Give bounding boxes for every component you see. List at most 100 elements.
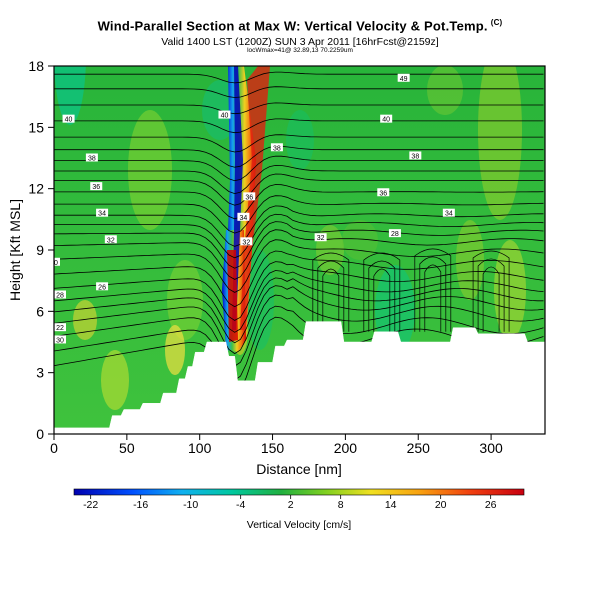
isotherm-label-box [54,335,66,344]
isotherm-line [54,71,544,84]
isotherm-label-box [388,229,401,238]
x-tick-label: 100 [188,440,212,456]
isotherm-label-text: 34 [240,215,248,222]
isotherm-label: 30 [54,257,60,267]
colorbar-tick-label: 20 [435,499,447,511]
isotherm-label-box [62,114,75,123]
velocity-patch [167,260,203,340]
isotherm-line [54,184,544,220]
isotherm-line [54,250,544,308]
isotherm-line [54,221,544,269]
isotherm-label-box [54,323,66,332]
colorbar-tick-label: 8 [338,499,344,511]
isotherm-label: 28 [54,290,66,299]
velocity-patch [101,350,129,410]
isotherm-label-text: 22 [56,325,64,332]
isotherm-label: 36 [90,182,103,191]
colorbar-label: Vertical Velocity [cm/s] [247,519,352,531]
isotherm-label: 40 [218,110,231,120]
wave-lower-updraft [227,250,238,342]
velocity-patch [456,220,484,300]
y-tick-label: 6 [36,303,44,319]
isotherm-line [54,164,544,195]
chart-title: Wind-Parallel Section at Max W: Vertical… [0,18,600,33]
isotherm-line [54,305,544,381]
velocity-patch [246,250,274,350]
isotherm-line [54,277,544,344]
isotherm-line [54,134,544,153]
isotherm-label: 34 [237,212,250,222]
colorbar-ticks: -22 -16 -10 -4 2 8 14 20 26 [83,495,497,511]
isotherm-cell [424,264,442,332]
velocity-patch [165,325,185,375]
isotherm-label: 32 [104,235,117,244]
velocity-patches [54,66,526,410]
isotherm-label-box [409,151,422,160]
x-tick-label: 150 [261,440,285,456]
isotherm-label-text: 38 [411,153,419,160]
isotherm-label-text: 26 [98,284,106,291]
isotherm-label-text: 30 [56,337,64,344]
chart-valid-line: Valid 1400 LST (1200Z) SUN 3 Apr 2011 [1… [161,36,439,48]
isotherm-label: 40 [380,114,393,124]
isotherm-label: 38 [85,153,98,163]
colorbar-tick-label: -4 [236,499,245,511]
isotherm-label: 32 [314,233,327,242]
isotherm-label: 36 [377,188,390,197]
isotherm-label-box [96,208,109,217]
isotherm-label-box [54,290,66,299]
colorbar-tick-label: -10 [183,499,198,511]
isotherm-label-box [96,282,109,291]
isotherm-label-text: 38 [273,145,281,152]
isotherm-label-text: 40 [221,113,229,120]
isotherm-label: 38 [409,151,422,160]
isotherm-line [54,86,544,98]
x-tick-label: 300 [479,440,503,456]
isotherm-label-text: 28 [391,231,399,238]
isotherm-label-text: 34 [445,211,453,218]
isotherm-cell [322,268,340,332]
velocity-patch [286,110,314,170]
isotherm-label: 22 [54,323,66,332]
colorbar [73,488,525,496]
isotherm-line [54,229,544,280]
isotherm-label-box [442,208,455,217]
isotherm-label-text: 32 [107,237,115,244]
x-tick-label: 250 [407,440,431,456]
isotherm-label-box [397,73,410,82]
colorbar-tick-label: -22 [83,499,98,511]
isotherm-cell [472,250,510,332]
isotherm-label-box [218,110,231,119]
isotherm-label-text: 40 [65,117,73,124]
isotherm-label-text: 32 [317,235,325,242]
x-tick-label: 0 [50,440,58,456]
velocity-patch [73,300,97,340]
isotherm-line [54,213,544,259]
velocity-patch [478,66,522,220]
isotherm-line [54,118,544,134]
colorbar-tick-label: 14 [385,499,397,511]
isotherm-label-text: 36 [379,190,387,197]
x-tick-label: 50 [119,440,135,456]
isotherm-label-text: 28 [56,292,64,299]
velocity-patch [427,66,463,115]
colorbar-tick-label: 26 [485,499,497,511]
plot-field: 40 38 36 34 32 30 28 26 22 30 40 38 36 34 32 49 40 38 36 34… [54,66,545,434]
isotherm-label-box [270,143,283,152]
isotherm-cell [312,252,350,332]
isotherm-label-text: 36 [245,194,253,201]
isotherm-label: 34 [96,208,109,218]
y-tick-label: 15 [28,119,44,135]
isotherm-cell [317,260,345,332]
isotherm-label: 30 [54,335,66,344]
isotherm-line [54,285,544,355]
isotherm-label: 32 [240,237,253,246]
isotherm-label-box [380,114,393,123]
isotherm-label-box [243,192,256,201]
isotherm-label-text: 49 [400,76,408,83]
isotherm-labels: 40 38 36 34 32 30 28 26 22 30 40 38 36 34 32 49 40 38 36 34… [54,73,455,344]
isotherm-line [54,294,544,367]
y-tick-label: 18 [28,58,44,74]
isotherm-label-text: 34 [98,211,106,218]
isotherm-label-box [104,235,117,244]
